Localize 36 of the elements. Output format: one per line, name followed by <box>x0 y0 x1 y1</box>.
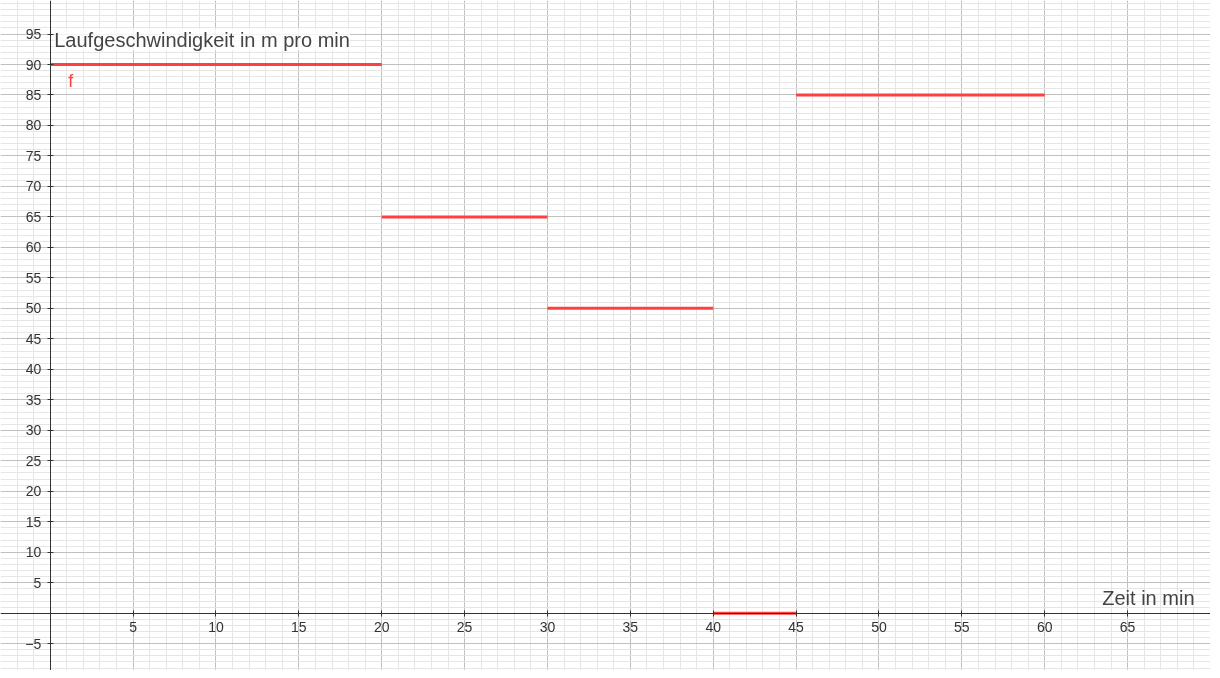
x-tick-label: 15 <box>291 619 307 636</box>
x-tick-label: 45 <box>788 619 805 636</box>
y-tick-label: 70 <box>25 178 42 195</box>
y-tick-label: 95 <box>25 26 42 43</box>
x-tick-label: 20 <box>373 619 390 636</box>
y-tick-label: 90 <box>25 56 42 73</box>
y-tick-label: 20 <box>25 483 42 500</box>
y-tick-label: 45 <box>25 330 42 347</box>
y-tick-label: 75 <box>25 147 42 164</box>
y-tick-label: 55 <box>25 269 42 286</box>
x-tick-label: 5 <box>129 619 138 636</box>
x-tick-label: 35 <box>622 619 639 636</box>
y-axis-title: Laufgeschwindigkeit in m pro min <box>54 28 350 51</box>
x-tick-label: 65 <box>1119 619 1136 636</box>
y-tick-label: 35 <box>25 391 42 408</box>
x-tick-label: 10 <box>208 619 224 636</box>
x-tick-label: 30 <box>539 619 556 636</box>
y-tick-label: 65 <box>25 208 42 225</box>
x-tick-label: 25 <box>456 619 473 636</box>
y-tick-label: 60 <box>25 239 42 256</box>
y-tick-label: 80 <box>25 117 42 134</box>
x-tick-label: 55 <box>954 619 970 636</box>
y-tick-label: 85 <box>25 86 42 103</box>
y-tick-label: 40 <box>25 361 42 378</box>
series-label: f <box>68 70 75 91</box>
x-tick-label: 50 <box>871 619 887 636</box>
x-axis-title: Zeit in min <box>1102 587 1195 610</box>
y-tick-label: 15 <box>25 513 42 530</box>
y-tick-label: 10 <box>25 544 42 561</box>
y-tick-label: 5 <box>33 574 42 591</box>
y-tick-label: −5 <box>25 635 42 652</box>
y-tick-label: 30 <box>25 422 42 439</box>
x-tick-label: 60 <box>1036 619 1053 636</box>
y-tick-label: 50 <box>25 300 42 317</box>
y-tick-label: 25 <box>25 452 42 469</box>
x-tick-label: 40 <box>705 619 722 636</box>
